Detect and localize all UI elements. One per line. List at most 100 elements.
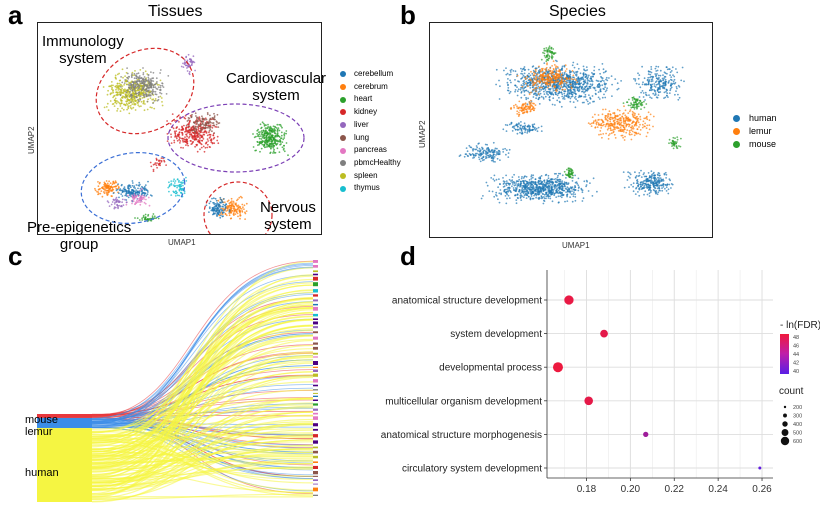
scatter-point [129,104,132,107]
scatter-point [171,113,174,115]
scatter-point [143,89,146,92]
scatter-point [656,187,659,190]
scatter-point [546,92,548,95]
scatter-point [529,74,532,77]
scatter-point [228,209,231,212]
scatter-point [194,138,197,141]
scatter-point [269,131,271,134]
scatter-point [127,107,130,110]
scatter-cluster-lung [185,110,221,135]
scatter-point [586,77,589,80]
scatter-point [212,134,215,137]
scatter-point [525,128,527,131]
scatter-point [218,214,221,217]
scatter-point [547,193,550,196]
scatter-point [570,87,573,90]
scatter-point [555,172,557,175]
scatter-point [638,172,641,174]
scatter-point [187,119,190,121]
scatter-point [681,66,684,69]
scatter-point [531,82,534,84]
scatter-point [233,210,236,213]
scatter-point [627,112,630,114]
scatter-point [162,86,165,88]
scatter-point [252,146,255,148]
scatter-point [530,174,533,177]
scatter-point [113,94,116,97]
scatter-point [554,104,556,106]
scatter-point [652,181,655,184]
scatter-point [176,194,179,197]
scatter-point [605,78,607,81]
tissue-legend-label: cerebrum [354,81,388,91]
scatter-point [498,79,500,82]
scatter-point [149,161,152,164]
scatter-point [134,83,137,86]
scatter-point [114,201,116,204]
scatter-point [648,89,651,92]
scatter-point [199,148,201,151]
scatter-point [206,112,209,114]
scatter-point [575,98,577,101]
scatter-point [185,56,188,59]
scatter-point [607,125,610,128]
scatter-point [559,195,562,198]
scatter-point [575,82,578,85]
scatter-point [637,185,639,187]
scatter-point [565,181,568,184]
scatter-point [228,206,230,208]
scatter-point [496,147,498,150]
scatter-point [658,189,661,192]
scatter-point [154,93,157,96]
scatter-point [148,81,151,84]
scatter-point [542,184,544,187]
scatter-point [166,140,169,142]
scatter-point [494,147,497,150]
scatter-point [541,73,544,76]
scatter-point [137,93,140,96]
scatter-point [152,168,155,171]
scatter-point [121,195,124,197]
scatter-point [121,191,124,194]
scatter-point [623,105,625,108]
scatter-point [544,189,547,191]
scatter-point [165,164,167,167]
scatter-point [225,214,228,217]
scatter-point [552,181,555,184]
scatter-point [508,178,511,181]
scatter-point [594,92,597,95]
scatter-point [481,148,484,150]
scatter-point [151,106,153,109]
scatter-point [152,98,155,101]
scatter-point [571,70,574,72]
scatter-point [105,180,108,182]
scatter-point [175,130,178,132]
scatter-point [146,84,149,87]
scatter-point [203,150,206,153]
panel-a-plot-frame [37,22,322,249]
scatter-point [198,132,201,135]
scatter-point [150,86,153,89]
scatter-point [132,200,135,203]
scatter-point [563,94,566,97]
scatter-point [99,192,102,195]
scatter-point [260,135,262,137]
scatter-point [133,103,136,106]
scatter-point [494,161,496,163]
scatter-point [550,79,552,81]
scatter-point [582,197,585,200]
scatter-point [571,64,574,67]
scatter-point [158,84,160,86]
scatter-point [578,186,580,189]
scatter-point [540,181,543,184]
scatter-point [558,73,560,76]
scatter-point [145,194,148,197]
scatter-point [664,184,667,186]
scatter-point [147,76,150,79]
scatter-point [599,72,601,75]
scatter-point [553,178,556,181]
scatter-point [131,180,134,182]
scatter-point [125,83,128,86]
scatter-point [560,188,563,191]
scatter-point [530,79,532,81]
